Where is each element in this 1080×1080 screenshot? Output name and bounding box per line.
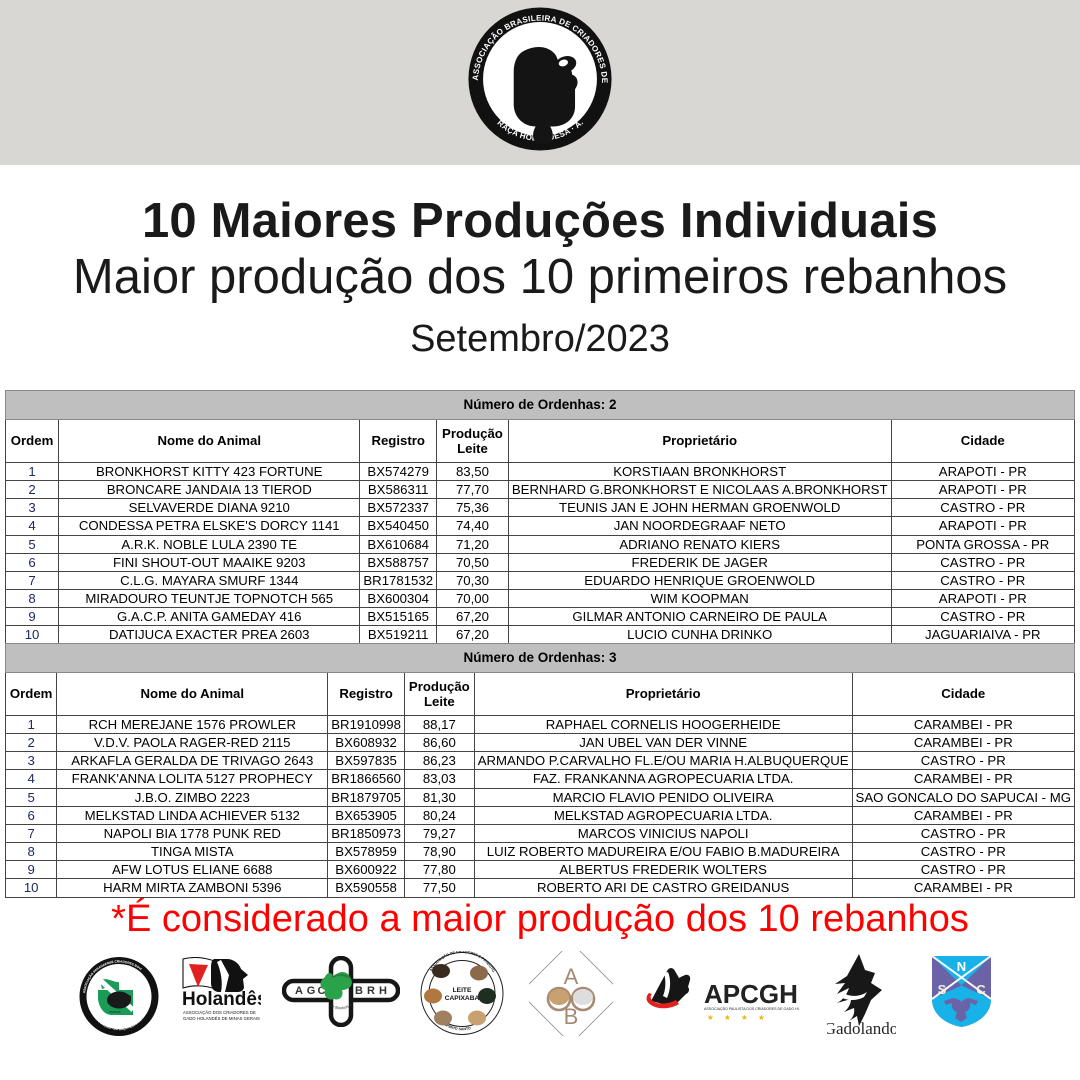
svg-text:C: C [976,982,986,997]
svg-text:A: A [564,964,579,989]
svg-text:★: ★ [758,1013,765,1022]
svg-text:S: S [938,982,947,997]
svg-text:PARANÁ: PARANÁ [109,1010,120,1014]
svg-text:★: ★ [724,1013,731,1022]
svg-text:ASSOCIAÇÃO DOS CRIADORES DE: ASSOCIAÇÃO DOS CRIADORES DE [183,1010,256,1015]
svg-text:Gadolando: Gadolando [827,1019,896,1036]
svg-text:CAPIXABA: CAPIXABA [445,995,480,1002]
svg-text:Holandês: Holandês [182,989,261,1010]
svg-text:N: N [957,959,966,974]
svg-text:★: ★ [741,1013,748,1022]
svg-text:APCGH: APCGH [704,979,798,1009]
svg-text:GADO HOLANDÊS DE MINAS GERAIS: GADO HOLANDÊS DE MINAS GERAIS [183,1016,260,1021]
svg-text:★: ★ [707,1013,714,1022]
svg-text:ASSOCIAÇÃO PAULISTA DOS CRIADO: ASSOCIAÇÃO PAULISTA DOS CRIADORES DE GAD… [704,1006,799,1011]
svg-text:LEITE: LEITE [453,987,472,994]
